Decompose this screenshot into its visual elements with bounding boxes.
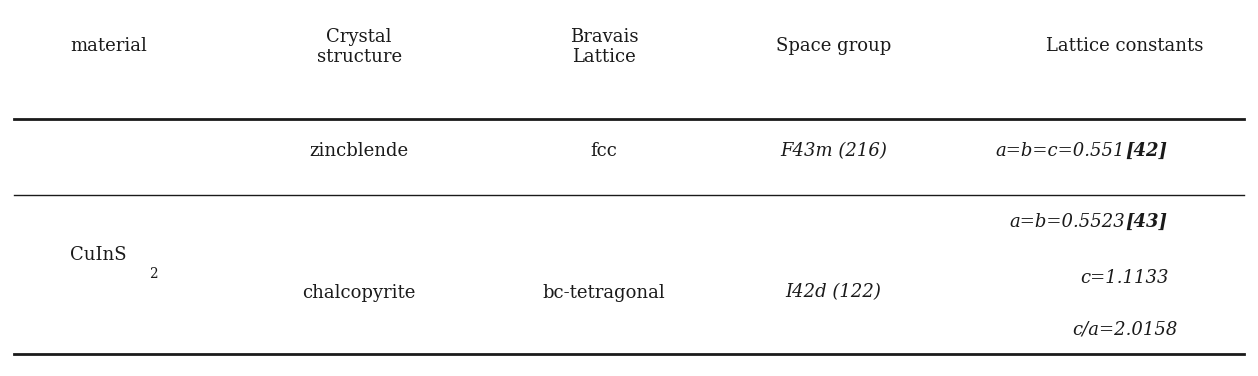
- Text: I42d (122): I42d (122): [786, 284, 882, 302]
- Text: a=b=c=0.551: a=b=c=0.551: [995, 142, 1125, 160]
- Text: c=1.1133: c=1.1133: [1081, 268, 1169, 287]
- Text: F43m (216): F43m (216): [780, 142, 887, 160]
- Text: a=b=0.5523: a=b=0.5523: [1009, 212, 1125, 230]
- Text: Crystal
structure: Crystal structure: [317, 27, 401, 66]
- Text: fcc: fcc: [590, 142, 618, 160]
- Text: bc-tetragonal: bc-tetragonal: [542, 284, 665, 302]
- Text: Bravais
Lattice: Bravais Lattice: [570, 27, 638, 66]
- Text: 2: 2: [150, 267, 159, 281]
- Text: material: material: [70, 37, 147, 55]
- Text: CuInS: CuInS: [70, 246, 127, 264]
- Text: chalcopyrite: chalcopyrite: [302, 284, 416, 302]
- Text: [42]: [42]: [1125, 142, 1167, 160]
- Text: Lattice constants: Lattice constants: [1047, 37, 1204, 55]
- Text: [43]: [43]: [1125, 212, 1167, 230]
- Text: c/a=2.0158: c/a=2.0158: [1072, 321, 1177, 339]
- Text: zincblende: zincblende: [309, 142, 409, 160]
- Text: Space group: Space group: [776, 37, 891, 55]
